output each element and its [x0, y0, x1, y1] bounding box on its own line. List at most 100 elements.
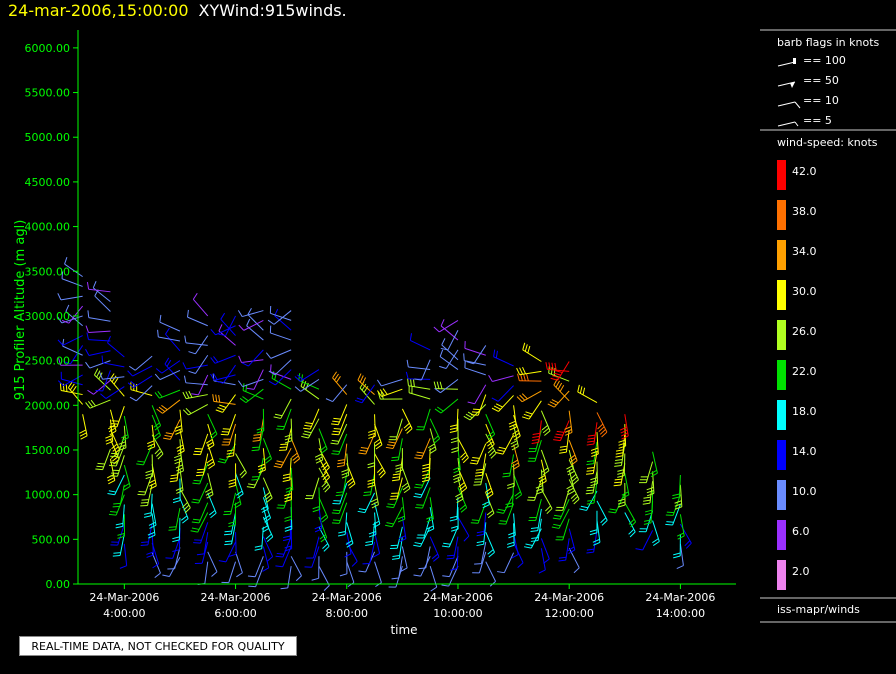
wind-barb: [395, 448, 403, 473]
speed-color-swatch: [777, 320, 786, 350]
speed-color-swatch: [777, 280, 786, 310]
wind-barb: [252, 418, 264, 442]
wind-barb: [585, 471, 598, 495]
wind-barb: [567, 528, 576, 555]
wind-barb: [391, 457, 403, 482]
wind-barb: [540, 538, 550, 564]
wind-barb: [676, 543, 684, 569]
wind-barb: [155, 360, 181, 374]
wind-barb: [415, 487, 431, 509]
wind-barb: [100, 386, 125, 399]
wind-barb: [646, 471, 655, 497]
wind-barb: [136, 444, 153, 466]
wind-barb: [516, 390, 542, 403]
wind-barb: [455, 477, 464, 504]
wind-barb: [506, 523, 515, 548]
x-tick-time: 14:00:00: [656, 607, 705, 620]
wind-barb: [374, 453, 386, 479]
wind-barb: [207, 551, 218, 577]
wind-barb: [452, 457, 461, 484]
wind-barb: [269, 325, 292, 341]
wind-barb: [473, 463, 487, 486]
wind-barb: [85, 360, 111, 369]
chart-header: 24-mar-2006,15:00:00 XYWind:915winds.: [8, 0, 347, 22]
x-tick-date: 24-Mar-2006: [423, 591, 493, 604]
wind-barb: [463, 353, 486, 366]
speed-color-swatch: [777, 160, 786, 190]
wind-barb: [331, 404, 348, 426]
wind-barb: [527, 439, 542, 462]
wind-barb: [318, 467, 331, 493]
x-tick-time: 8:00:00: [326, 607, 368, 620]
speed-legend-title: wind-speed: knots: [777, 136, 878, 149]
y-tick-label: 6000.00: [25, 42, 71, 55]
wind-barb: [552, 498, 570, 520]
wind-barb: [331, 414, 348, 436]
wind-barb: [495, 434, 515, 455]
wind-barb: [151, 405, 162, 431]
wind-barb: [122, 465, 131, 491]
wind-barb: [346, 561, 355, 588]
wind-barb: [247, 556, 264, 578]
wind-barb: [450, 418, 459, 444]
wind-barb: [331, 502, 348, 524]
x-tick-date: 24-Mar-2006: [312, 591, 382, 604]
wind-barb: [137, 473, 153, 496]
wind-barb: [339, 551, 348, 577]
wind-barb: [151, 552, 161, 578]
wind-barb: [197, 561, 209, 586]
wind-barb: [497, 552, 515, 574]
wind-barb: [409, 333, 431, 351]
wind-barb: [312, 487, 321, 513]
wind-barb: [538, 548, 546, 574]
speed-bin-label: 18.0: [792, 405, 817, 418]
wind-barb: [354, 384, 375, 404]
wind-barb: [558, 538, 570, 562]
wind-barb: [220, 414, 237, 436]
wind-barb: [118, 425, 127, 451]
wind-barb: [449, 408, 459, 434]
wind-barb: [513, 542, 524, 568]
wind-barb: [553, 378, 570, 402]
speed-color-swatch: [777, 560, 786, 590]
barb-layer: [57, 257, 692, 592]
barb-legend-entry: == 10: [777, 94, 839, 109]
wind-barb: [476, 512, 487, 537]
wind-barb: [85, 348, 111, 357]
wind-barb: [174, 409, 183, 435]
x-tick-date: 24-Mar-2006: [645, 591, 715, 604]
wind-barb: [416, 408, 431, 431]
speed-color-swatch: [777, 240, 786, 270]
wind-barb: [559, 430, 570, 454]
speed-bin-label: 10.0: [792, 485, 817, 498]
wind-barb: [162, 556, 181, 578]
wind-barb: [284, 418, 293, 444]
wind-barb: [426, 507, 435, 533]
wind-barb: [527, 479, 542, 501]
wind-barb: [359, 381, 375, 405]
wind-barb: [617, 483, 626, 508]
barb-legend-title: barb flags in knots: [777, 36, 880, 49]
wind-barb: [282, 516, 292, 542]
wind-barb: [652, 520, 660, 546]
speed-bin-label: 14.0: [792, 445, 817, 458]
wind-barb: [466, 345, 487, 365]
wind-barb: [418, 546, 431, 570]
wind-barb: [270, 364, 292, 380]
wind-barb: [223, 492, 237, 516]
wind-barb: [164, 357, 181, 381]
wind-barb: [107, 335, 125, 358]
wind-barb: [493, 349, 514, 367]
wind-barb: [86, 332, 111, 342]
wind-barb: [147, 424, 156, 451]
wind-barb: [112, 484, 125, 508]
wind-barb: [238, 355, 264, 364]
wind-barb: [262, 536, 274, 562]
wind-barb: [429, 536, 440, 562]
wind-barb: [372, 532, 381, 558]
wind-barb: [318, 497, 329, 523]
wind-barb: [498, 503, 515, 525]
x-tick-date: 24-Mar-2006: [201, 591, 271, 604]
wind-barb: [365, 522, 376, 547]
wind-barb: [469, 443, 487, 465]
